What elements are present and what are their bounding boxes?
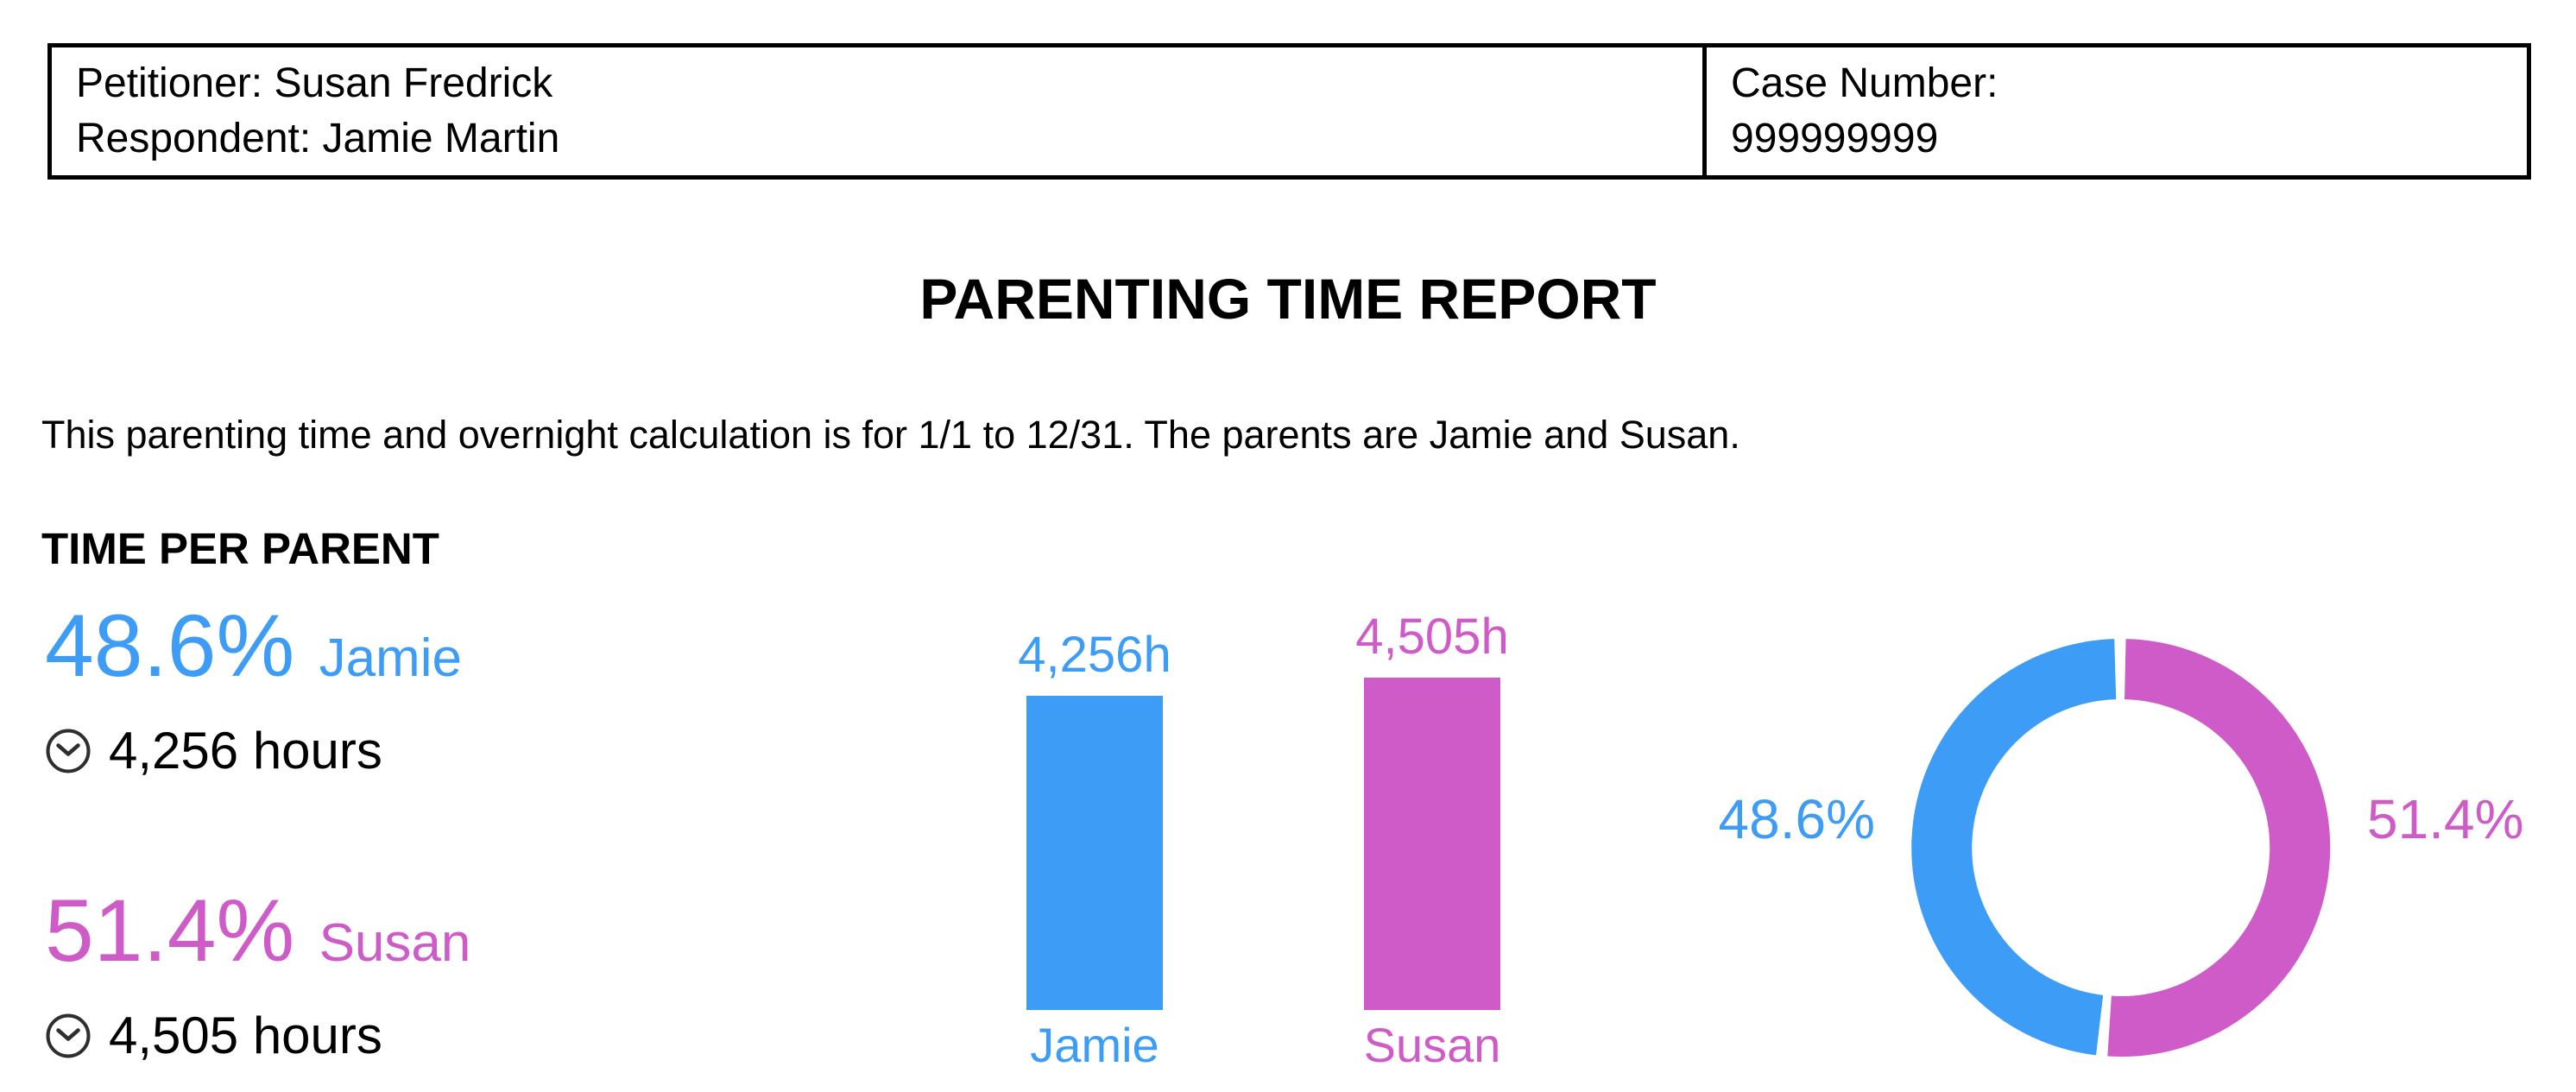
bar-category-label-jamie: Jamie xyxy=(1030,1018,1159,1072)
case-number-value: 999999999 xyxy=(1731,116,1939,161)
bar-column-susan: 4,505h xyxy=(1296,608,1569,1010)
parent-hours-line: 4,256 hours xyxy=(45,721,462,780)
section-heading-time-per-parent: TIME PER PARENT xyxy=(41,524,439,573)
donut-slice-susan xyxy=(2107,639,2331,1057)
donut-chart xyxy=(1911,639,2331,1057)
petitioner-line: Petitioner: Susan Fredrick xyxy=(76,60,553,106)
percent-value: 51.4% xyxy=(45,881,295,980)
page-title: PARENTING TIME REPORT xyxy=(919,267,1657,331)
clock-icon xyxy=(46,1013,91,1057)
parent-name: Susan xyxy=(319,913,471,973)
donut-percent-label-susan: 51.4% xyxy=(2367,788,2524,850)
parties-cell: Petitioner: Susan Fredrick Respondent: J… xyxy=(52,47,1702,175)
parent-stat-jamie: 48.6% Jamie 4,256 hours xyxy=(45,601,462,780)
bar-susan xyxy=(1364,678,1500,1010)
donut-percent-label-jamie: 48.6% xyxy=(1718,788,1875,850)
clock-icon xyxy=(46,729,91,773)
bar-value-label: 4,256h xyxy=(1018,627,1171,683)
bar-jamie xyxy=(1026,696,1163,1010)
case-info-table: Petitioner: Susan Fredrick Respondent: J… xyxy=(47,43,2531,180)
hours-value: 4,505 hours xyxy=(109,1007,382,1064)
bar-value-label: 4,505h xyxy=(1355,609,1509,665)
parent-stat-susan: 51.4% Susan 4,505 hours xyxy=(45,886,470,1065)
bar-column-jamie: 4,256h xyxy=(958,626,1231,1010)
parent-hours-line: 4,505 hours xyxy=(45,1006,470,1065)
percent-value: 48.6% xyxy=(45,596,295,695)
respondent-line: Respondent: Jamie Martin xyxy=(76,116,560,161)
parent-name: Jamie xyxy=(319,628,462,688)
report-intro-text: This parenting time and overnight calcul… xyxy=(41,413,1740,457)
parent-percent-line: 48.6% Jamie xyxy=(45,601,462,704)
parent-percent-line: 51.4% Susan xyxy=(45,886,470,988)
hours-value: 4,256 hours xyxy=(109,722,382,780)
case-number-cell: Case Number: 999999999 xyxy=(1702,47,2527,175)
bar-category-label-susan: Susan xyxy=(1363,1018,1501,1072)
case-number-label: Case Number: xyxy=(1731,60,1998,106)
donut-slice-jamie xyxy=(1911,639,2117,1056)
